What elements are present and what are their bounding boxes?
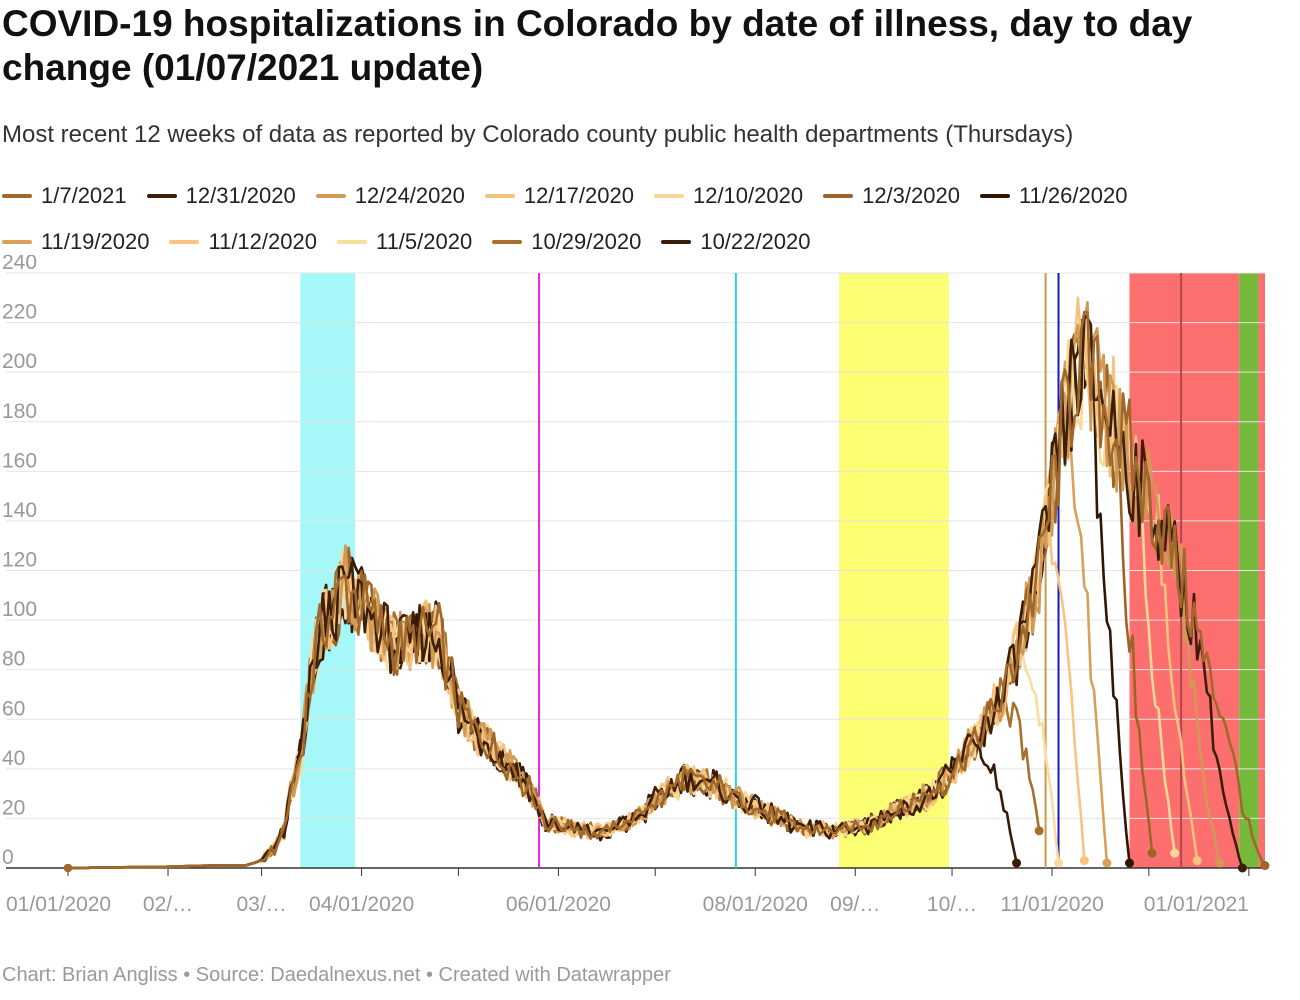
legend-label: 10/22/2020 bbox=[700, 229, 811, 254]
legend-label: 1/7/2021 bbox=[41, 183, 127, 208]
legend: 1/7/2021 12/31/2020 12/24/2020 12/17/202… bbox=[2, 180, 1292, 272]
y-tick-label: 120 bbox=[2, 549, 37, 572]
legend-swatch bbox=[979, 194, 1010, 198]
series-end-dot bbox=[1054, 858, 1064, 868]
legend-item: 11/5/2020 bbox=[336, 229, 473, 255]
legend-swatch bbox=[336, 240, 367, 244]
legend-item: 10/29/2020 bbox=[492, 229, 641, 255]
series-11-19-2020 bbox=[64, 360, 1112, 872]
series-line bbox=[68, 318, 1154, 870]
series-1-7-2021 bbox=[64, 310, 1270, 872]
series-12-3-2020 bbox=[64, 318, 1157, 872]
series-end-dot bbox=[1012, 858, 1022, 868]
series-end-dot bbox=[1192, 856, 1202, 866]
series-line bbox=[68, 310, 1267, 870]
footer-separator: • bbox=[183, 964, 191, 986]
y-tick-label: 200 bbox=[2, 350, 37, 373]
y-tick-label: 80 bbox=[2, 648, 25, 671]
series-line bbox=[68, 331, 1176, 870]
legend-label: 10/29/2020 bbox=[531, 229, 642, 254]
legend-item: 12/31/2020 bbox=[146, 183, 296, 209]
series-end-dot bbox=[1124, 858, 1134, 868]
legend-item: 12/3/2020 bbox=[823, 183, 960, 209]
legend-label: 12/3/2020 bbox=[862, 183, 960, 208]
series-12-10-2020 bbox=[64, 331, 1180, 872]
y-tick-label: 40 bbox=[2, 747, 25, 770]
legend-swatch bbox=[484, 194, 515, 198]
legend-item: 12/24/2020 bbox=[315, 183, 465, 209]
series-start-dot bbox=[64, 864, 72, 872]
x-tick-label: 03/… bbox=[236, 893, 286, 916]
x-tick-label: 02/… bbox=[143, 893, 193, 916]
series-line bbox=[68, 360, 1109, 870]
legend-label: 12/10/2020 bbox=[692, 183, 804, 208]
x-tick-label: 10/… bbox=[927, 893, 977, 916]
legend-swatch bbox=[823, 194, 854, 198]
series-11-26-2020 bbox=[64, 321, 1134, 872]
x-tick-label: 01/01/2020 bbox=[6, 893, 111, 916]
legend-swatch bbox=[661, 240, 692, 244]
legend-row-2: 11/19/2020 11/12/2020 11/5/2020 10/29/20… bbox=[2, 226, 1292, 258]
legend-item: 11/12/2020 bbox=[169, 229, 317, 255]
series-end-dot bbox=[1034, 826, 1044, 836]
line-chart: 0 20 40 60 80 100 120 140 160 180 200 220 240 01/01/2… bbox=[2, 255, 1270, 916]
legend-label: 11/5/2020 bbox=[375, 229, 473, 254]
x-tick-label: 06/01/2020 bbox=[506, 893, 611, 916]
footer-tool: Created with Datawrapper bbox=[438, 964, 671, 986]
y-tick-label: 60 bbox=[2, 697, 25, 720]
y-tick-label: 20 bbox=[2, 796, 25, 819]
legend-label: 12/17/2020 bbox=[523, 183, 634, 208]
series-end-dot bbox=[1215, 858, 1225, 868]
legend-item: 11/19/2020 bbox=[2, 229, 149, 255]
x-tick-label: 01/01/2021 bbox=[1144, 893, 1249, 916]
footer-source: Source: Daedalnexus.net bbox=[195, 964, 421, 986]
series-end-dot bbox=[1170, 848, 1180, 858]
legend-swatch bbox=[146, 194, 177, 198]
legend-item: 12/10/2020 bbox=[653, 183, 804, 209]
legend-label: 11/19/2020 bbox=[41, 229, 150, 254]
series-end-dot bbox=[1102, 858, 1112, 868]
x-tick-label: 11/01/2020 bbox=[1000, 893, 1104, 916]
x-tick-label: 09/… bbox=[830, 893, 880, 916]
series-end-dot bbox=[1079, 856, 1089, 866]
legend-swatch bbox=[2, 194, 32, 198]
y-tick-label: 140 bbox=[2, 499, 37, 522]
legend-swatch bbox=[653, 194, 684, 198]
footer-separator: • bbox=[425, 964, 433, 986]
series-end-dot bbox=[1237, 863, 1247, 873]
legend-label: 11/12/2020 bbox=[208, 229, 317, 254]
legend-swatch bbox=[315, 194, 346, 198]
chart-footer: Chart: Brian Angliss • Source: Daedalnex… bbox=[2, 964, 671, 987]
legend-item: 11/26/2020 bbox=[979, 183, 1128, 209]
legend-item: 12/17/2020 bbox=[484, 183, 634, 209]
y-tick-label: 160 bbox=[2, 449, 37, 472]
legend-label: 11/26/2020 bbox=[1018, 183, 1128, 208]
series-line bbox=[68, 314, 1244, 870]
x-tick-label: 08/01/2020 bbox=[703, 893, 808, 916]
series-end-dot bbox=[1260, 861, 1270, 871]
legend-swatch bbox=[2, 240, 32, 244]
legend-item: 1/7/2021 bbox=[2, 183, 127, 209]
y-tick-label: 220 bbox=[2, 301, 37, 324]
chart-subtitle: Most recent 12 weeks of data as reported… bbox=[2, 121, 1074, 148]
y-tick-label: 0 bbox=[2, 846, 14, 869]
chart-title: COVID-19 hospitalizations in Colorado by… bbox=[2, 3, 1193, 88]
x-tick-label: 04/01/2020 bbox=[309, 893, 414, 916]
y-tick-label: 240 bbox=[2, 255, 37, 274]
series-line bbox=[68, 321, 1131, 870]
legend-item: 10/22/2020 bbox=[661, 229, 810, 255]
series-end-dot bbox=[1147, 848, 1157, 858]
footer-author: Chart: Brian Angliss bbox=[2, 964, 178, 986]
series-line bbox=[68, 296, 1199, 870]
legend-row-1: 1/7/2021 12/31/2020 12/24/2020 12/17/202… bbox=[2, 180, 1292, 212]
legend-label: 12/24/2020 bbox=[354, 183, 465, 208]
legend-swatch bbox=[492, 240, 523, 244]
y-tick-label: 100 bbox=[2, 598, 37, 621]
y-tick-label: 180 bbox=[2, 400, 37, 423]
legend-label: 12/31/2020 bbox=[185, 183, 296, 208]
series-line bbox=[68, 301, 1222, 870]
legend-swatch bbox=[169, 240, 200, 244]
